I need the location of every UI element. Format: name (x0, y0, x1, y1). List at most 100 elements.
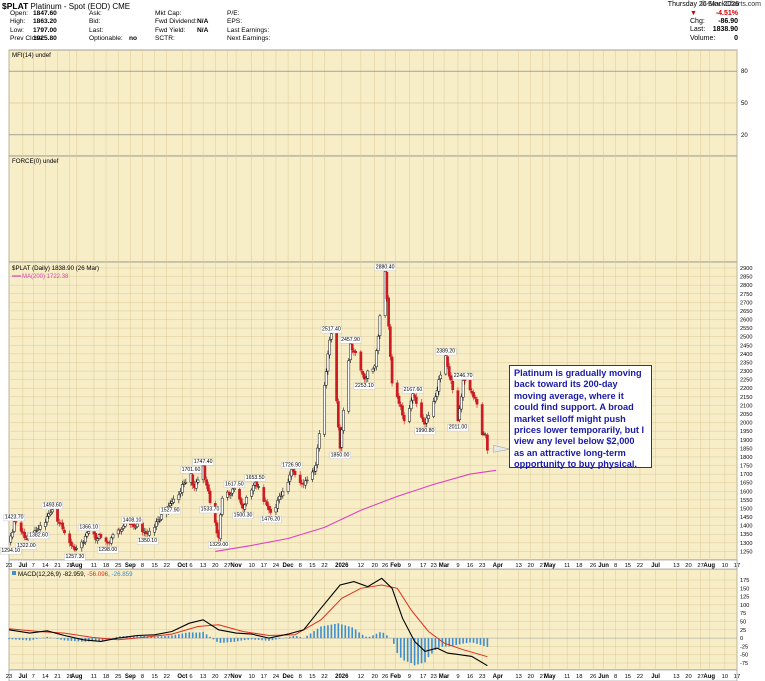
macd-y-tick: 100 (740, 603, 749, 609)
price-y-tick: 2400 (740, 352, 752, 358)
candle (182, 482, 186, 485)
price-label-box (244, 474, 266, 482)
quote-label: Prev Close: (10, 34, 45, 42)
macd-histogram-bar (60, 638, 62, 640)
candle (47, 513, 51, 517)
price-y-tick: 1300 (740, 541, 752, 547)
price-label-box (320, 326, 343, 334)
candle (286, 482, 290, 492)
macd-histogram-bar (157, 636, 159, 639)
candle (323, 385, 326, 435)
macd-histogram-bar (448, 638, 451, 647)
price-label-box (447, 424, 469, 432)
candle (11, 532, 14, 538)
macd-x-tick-label: 15 (309, 674, 315, 680)
x-tick-label: 20 (372, 563, 378, 569)
macd-histogram-bar (334, 623, 336, 639)
volume-value: 0 (734, 34, 738, 42)
candle (63, 529, 66, 534)
candle (71, 545, 75, 548)
candle (388, 326, 392, 357)
candle (276, 500, 280, 509)
macd-histogram-bar (424, 638, 426, 663)
price-label-box (414, 427, 436, 435)
candle (229, 493, 233, 496)
x-tick-label: Nov (230, 563, 242, 569)
candle (215, 522, 219, 534)
down-arrow-icon: ▼ (690, 10, 697, 17)
candle (177, 494, 181, 500)
macd-histogram-bar (483, 638, 485, 646)
candle (160, 514, 163, 520)
candle (194, 481, 198, 489)
macd-histogram-bar (243, 638, 246, 641)
candle (57, 522, 61, 524)
macd-x-tick-label: 13 (515, 674, 521, 680)
price-y-tick: 2250 (740, 378, 752, 384)
price-label-box (232, 511, 254, 519)
macd-x-tick-label: 7 (32, 674, 35, 680)
x-tick-label: 8 (299, 563, 302, 569)
macd-x-tick-label: 13 (673, 674, 679, 680)
mfi-label: MFI(14) undef (12, 52, 51, 59)
quote-label: Optionable: (89, 34, 123, 42)
macd-histogram-bar (174, 634, 177, 639)
candle (257, 486, 260, 488)
candle (44, 522, 47, 527)
candle (265, 501, 269, 507)
candle (104, 537, 108, 542)
candle (354, 350, 358, 353)
macd-histogram-bar (368, 636, 371, 639)
price-label-box (223, 480, 246, 488)
price-label: 1990.80 (416, 428, 435, 434)
price-label-box (137, 537, 159, 545)
annotation-callout: Platinum is gradually moving back toward… (509, 365, 652, 469)
price-y-tick: 2500 (740, 335, 752, 341)
macd-histogram-bar (451, 638, 454, 646)
macd-x-tick-label: 8 (141, 674, 144, 680)
macd-x-tick-label: 20 (372, 674, 378, 680)
candle (447, 366, 451, 377)
macd-histogram-bar (264, 638, 267, 641)
x-tick-label: Aug (703, 563, 715, 569)
change-percent: -4.51% (715, 10, 738, 17)
macd-legend-hist: -26.859 (112, 571, 134, 578)
macd-histogram-bar (160, 636, 163, 639)
price-y-tick: 2100 (740, 403, 752, 409)
macd-histogram-bar (313, 631, 315, 639)
macd-histogram-bar (181, 633, 184, 639)
candle (264, 500, 267, 502)
x-tick-label: 27 (697, 563, 703, 569)
price-label-box (374, 263, 396, 271)
x-tick-label: 12 (358, 563, 364, 569)
price-y-tick: 1450 (740, 515, 752, 521)
x-tick-label: 26 (590, 563, 596, 569)
macd-histogram-bar (240, 638, 243, 641)
price-y-tick: 2650 (740, 309, 752, 315)
price-y-tick: 2150 (740, 395, 752, 401)
candle (49, 512, 52, 515)
macd-histogram-bar (198, 632, 201, 639)
macd-histogram-bar (309, 633, 312, 639)
macd-histogram-bar (167, 635, 170, 639)
x-tick-label: 22 (637, 563, 643, 569)
macd-y-tick: -75 (740, 661, 748, 667)
price-label: 1493.60 (43, 503, 62, 509)
callout-pointer (493, 444, 511, 453)
macd-x-tick-label: 26 (382, 674, 388, 680)
macd-histogram-bar (275, 638, 277, 640)
candle (135, 523, 139, 527)
chg-value: -86.90 (718, 18, 738, 26)
x-tick-label: 10 (248, 563, 254, 569)
macd-histogram-bar (361, 634, 364, 639)
macd-histogram-bar (139, 635, 142, 639)
macd-x-tick-label: 18 (103, 674, 109, 680)
quote-label: Ask: (89, 10, 102, 17)
macd-histogram-bar (486, 638, 489, 648)
candle (12, 521, 16, 532)
candle (19, 522, 23, 532)
candle (288, 474, 292, 482)
price-label: 2167.60 (403, 387, 422, 393)
candle (220, 497, 224, 515)
macd-x-tick-label: 12 (358, 674, 364, 680)
